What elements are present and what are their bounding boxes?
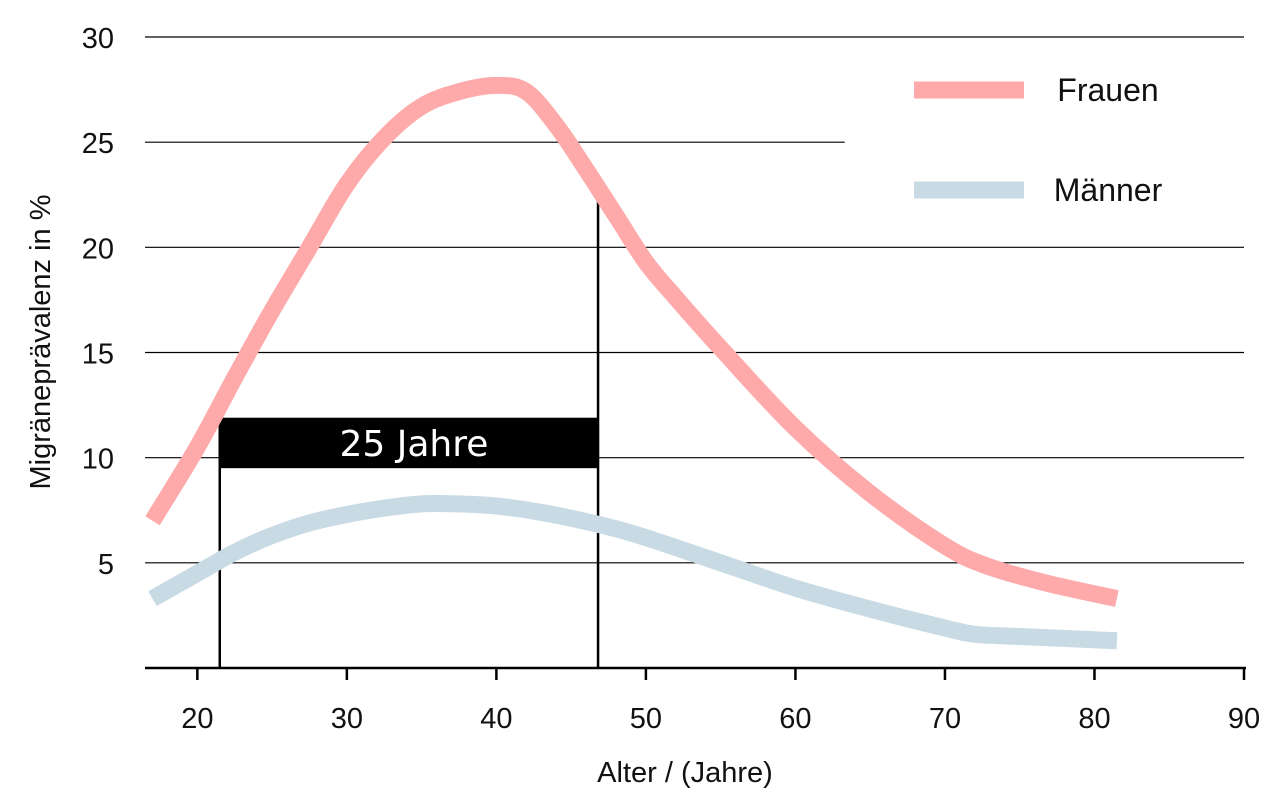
series-line-frauen [145, 76, 1119, 607]
x-tick-label-60: 60 [779, 703, 811, 735]
y-tick-label-15: 15 [82, 339, 114, 371]
x-tick-label-30: 30 [331, 703, 363, 735]
x-tick-label-20: 20 [181, 703, 213, 735]
legend: Frauen Männer [914, 72, 1163, 208]
y-tick-label-10: 10 [82, 444, 114, 476]
y-tick-label-25: 25 [82, 128, 114, 160]
y-axis-label: Migränеprävalenz in % [25, 195, 57, 490]
x-tick-label-40: 40 [480, 703, 512, 735]
x-tick-label-70: 70 [929, 703, 961, 735]
x-tick-label-80: 80 [1078, 703, 1110, 735]
tick-labels: 20 30 40 50 60 70 80 90 5 10 15 20 25 30 [82, 23, 1260, 735]
series-layer [145, 76, 1119, 650]
x-axis-label: Alter / (Jahre) [597, 757, 773, 789]
y-tick-label-30: 30 [82, 23, 114, 55]
y-tick-label-5: 5 [98, 549, 114, 581]
annotation: 25 Jahre [218, 194, 600, 668]
series-line-maenner [148, 495, 1118, 650]
annotation-box [219, 417, 599, 469]
legend-label-maenner: Männer [1054, 172, 1163, 208]
axes [145, 666, 1246, 680]
legend-label-frauen: Frauen [1057, 72, 1158, 108]
annotation-label: 25 Jahre [339, 424, 488, 465]
y-tick-label-20: 20 [82, 233, 114, 265]
x-tick-label-90: 90 [1228, 703, 1260, 735]
x-tick-label-50: 50 [630, 703, 662, 735]
grid-lines [145, 36, 1244, 564]
